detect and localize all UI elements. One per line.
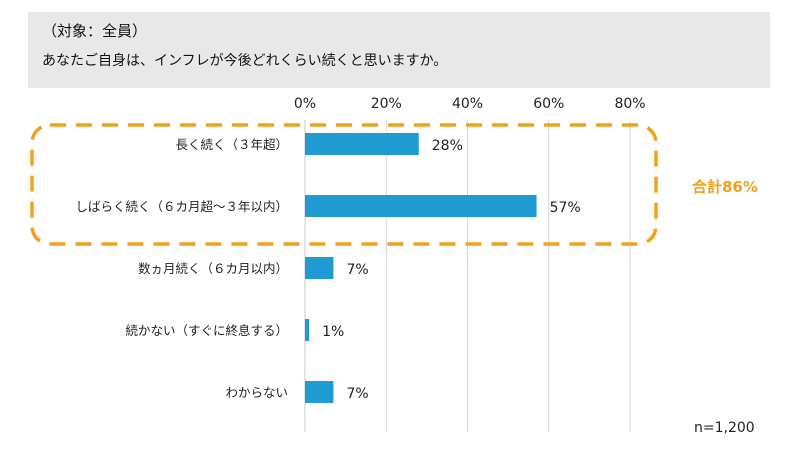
survey-question: あなたご自身は、インフレが今後どれくらい続くと思いますか。 bbox=[42, 53, 448, 69]
bar bbox=[305, 133, 419, 155]
x-tick-label: 80% bbox=[614, 96, 645, 112]
x-tick-label: 40% bbox=[452, 96, 483, 112]
category-label: しばらく続く（６カ月超～３年以内） bbox=[75, 199, 288, 214]
category-label: 長く続く（３年超） bbox=[175, 137, 288, 152]
bar bbox=[305, 319, 310, 341]
category-label: 数ヵ月続く（６カ月以内） bbox=[138, 261, 288, 276]
highlight-dashed-box bbox=[30, 123, 658, 246]
value-label: 28% bbox=[432, 138, 463, 154]
category-label: 続かない（すぐに終息する） bbox=[125, 323, 288, 338]
sample-size-note: n=1,200 bbox=[694, 420, 755, 436]
value-label: 1% bbox=[322, 324, 344, 340]
x-tick-label: 0% bbox=[294, 96, 316, 112]
survey-subject: （対象：全員） bbox=[42, 22, 148, 40]
bar bbox=[305, 195, 537, 217]
question-header: （対象：全員） あなたご自身は、インフレが今後どれくらい続くと思いますか。 bbox=[28, 12, 770, 88]
category-label: わからない bbox=[225, 385, 288, 400]
highlight-total-label: 合計86% bbox=[692, 178, 758, 196]
bar bbox=[305, 381, 334, 403]
bar bbox=[305, 257, 334, 279]
x-tick-label: 60% bbox=[533, 96, 564, 112]
x-tick-label: 20% bbox=[371, 96, 402, 112]
value-label: 7% bbox=[346, 386, 368, 402]
value-label: 7% bbox=[346, 262, 368, 278]
value-label: 57% bbox=[550, 200, 581, 216]
